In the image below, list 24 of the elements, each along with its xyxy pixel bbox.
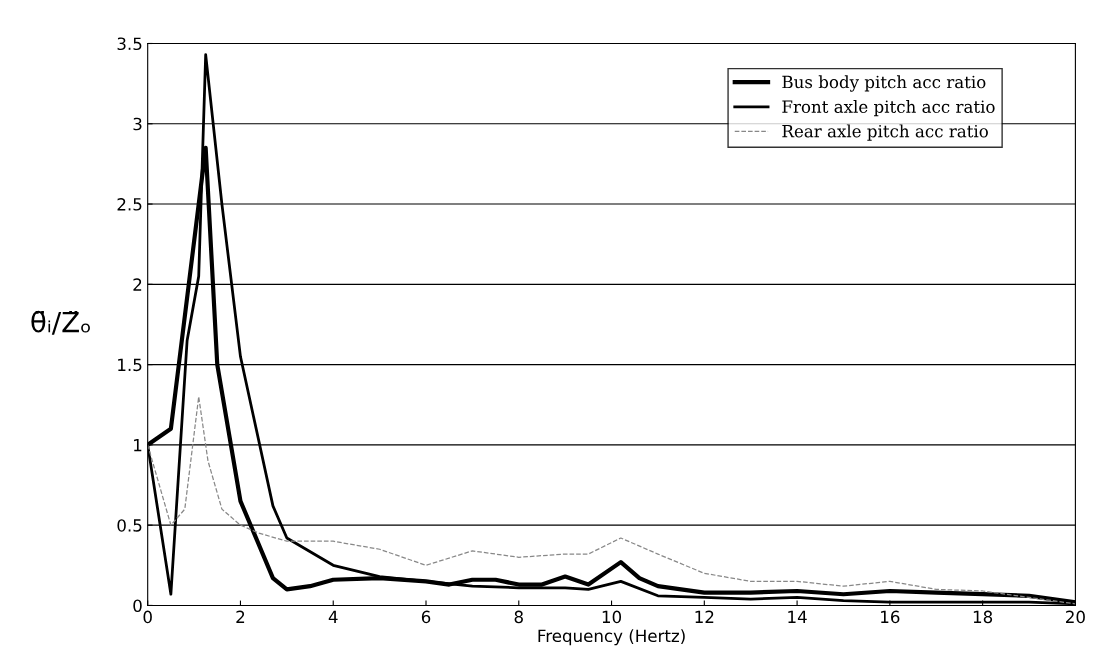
x-tick-label: 8 (514, 610, 523, 624)
x-tick-label: 0 (143, 610, 152, 624)
x-tick-label: 20 (1066, 610, 1085, 624)
y-tick-label: 3 (133, 117, 142, 131)
x-tick-label: 10 (602, 610, 622, 624)
x-tick-label: 14 (788, 610, 807, 623)
x-axis-title: Frequency (Hertz) (538, 629, 685, 646)
y-tick-label: 2.5 (117, 198, 142, 211)
x-tick-label: 18 (973, 610, 993, 624)
y-tick-label: 3.5 (117, 37, 142, 51)
legend-label: Rear axle pitch acc ratio (782, 124, 988, 141)
x-tick-label: 16 (881, 610, 900, 624)
y-tick-label: 0.5 (117, 519, 142, 532)
x-tick-label: 6 (421, 610, 431, 624)
legend-label: Bus body pitch acc ratio (782, 75, 986, 92)
x-tick-label: 4 (328, 610, 338, 623)
legend-label: Front axle pitch acc ratio (782, 100, 995, 117)
y-tick-label: 2 (133, 278, 142, 291)
y-axis-title: θ̈ᵢ/Z̈ₒ (31, 310, 90, 335)
x-tick-label: 2 (236, 610, 245, 623)
x-tick-label: 12 (695, 610, 714, 623)
y-tick-label: 0 (133, 599, 142, 613)
y-tick-label: 1.5 (118, 358, 142, 372)
y-tick-label: 1 (134, 439, 142, 452)
